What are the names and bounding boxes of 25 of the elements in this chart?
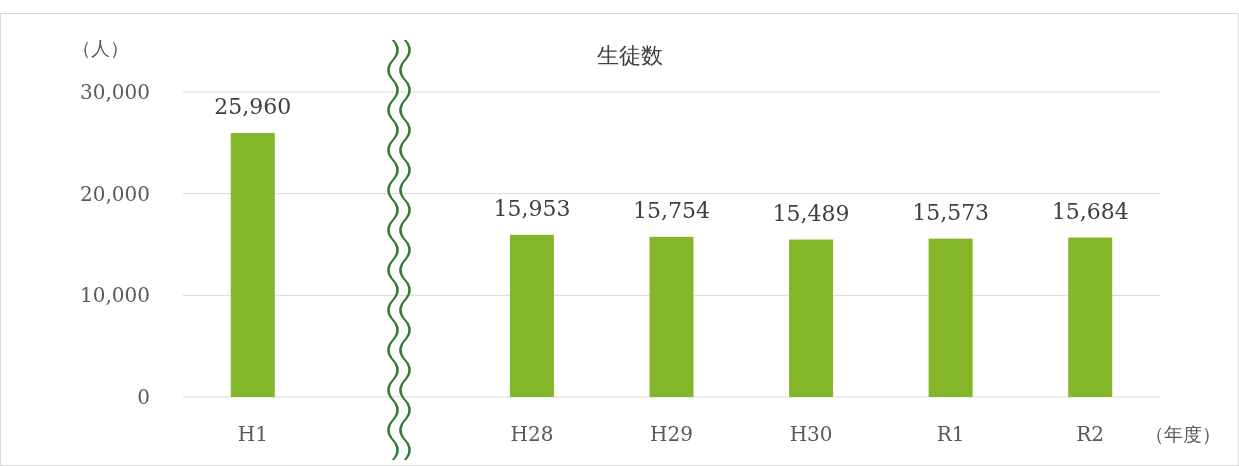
x-tick-label: H29 — [650, 422, 693, 446]
x-tick-label: R2 — [1076, 422, 1105, 446]
bar — [509, 234, 554, 397]
data-label: 15,573 — [912, 199, 990, 225]
x-axis-title: （年度） — [1145, 423, 1221, 445]
y-axis-title: （人） — [71, 37, 129, 59]
x-tick-label: H30 — [789, 422, 833, 446]
x-tick-label: H28 — [510, 422, 554, 446]
x-tick-label: R1 — [936, 422, 965, 446]
data-label: 15,754 — [633, 197, 710, 223]
bar — [649, 236, 694, 397]
data-label: 15,684 — [1051, 198, 1129, 224]
bar — [1068, 237, 1113, 397]
x-tick-label: H1 — [237, 422, 268, 446]
bar — [928, 238, 973, 397]
data-label: 15,953 — [493, 195, 571, 221]
y-tick-label: 0 — [137, 385, 150, 409]
y-tick-label: 10,000 — [80, 283, 150, 308]
y-tick-label: 20,000 — [80, 181, 150, 206]
data-label: 15,489 — [772, 200, 850, 226]
bar — [789, 239, 834, 397]
chart-title: 生徒数 — [597, 43, 663, 68]
bar — [230, 133, 275, 397]
data-label: 25,960 — [214, 94, 292, 120]
y-tick-label: 30,000 — [80, 80, 150, 104]
